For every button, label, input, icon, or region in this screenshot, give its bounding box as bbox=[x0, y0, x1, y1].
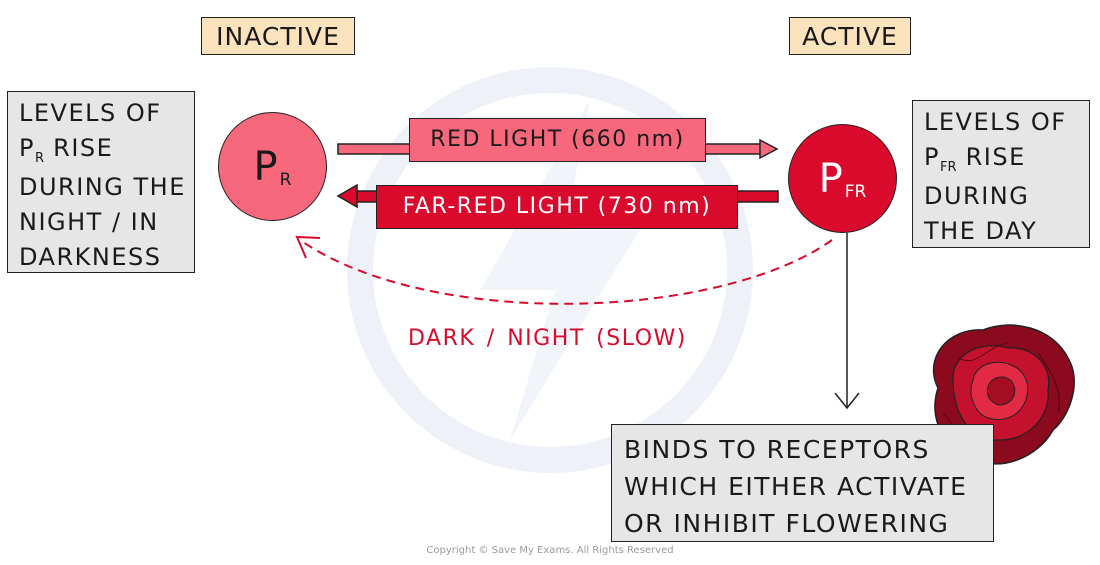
pr-box-line: PR RISE bbox=[19, 131, 194, 170]
receptor-box-line: OR INHIBIT FLOWERING bbox=[624, 509, 950, 538]
pr-box-line: NIGHT / IN bbox=[19, 208, 159, 236]
pfr-box-rest: RISE bbox=[956, 143, 1026, 171]
pfr-box-line: THE DAY bbox=[924, 217, 1038, 245]
pr-box-rest: RISE bbox=[44, 134, 114, 162]
pfr-subscript: FR bbox=[844, 181, 867, 202]
pfr-box-letter: P bbox=[924, 143, 940, 171]
pfr-molecule: P FR bbox=[788, 124, 897, 233]
pr-box-line: DURING THE bbox=[19, 173, 186, 201]
pfr-down-arrowhead bbox=[834, 392, 860, 410]
pr-levels-box: LEVELS OF PR RISE DURING THE NIGHT / IN … bbox=[7, 91, 195, 273]
dark-night-arrow bbox=[299, 239, 833, 305]
pr-letter: P bbox=[253, 143, 278, 190]
dark-night-label: DARK / NIGHT (SLOW) bbox=[408, 326, 687, 351]
pfr-levels-box: LEVELS OF PFR RISE DURING THE DAY bbox=[912, 100, 1090, 248]
dark-night-arrowhead bbox=[295, 235, 321, 259]
copyright-text: Copyright © Save My Exams. All Rights Re… bbox=[426, 545, 674, 556]
pr-box-subscript: R bbox=[34, 151, 45, 166]
pfr-box-line: LEVELS OF bbox=[924, 108, 1067, 136]
pr-box-letter: P bbox=[19, 134, 35, 162]
inactive-label: INACTIVE bbox=[201, 17, 355, 55]
pfr-box-line: PFR RISE bbox=[924, 140, 1089, 179]
pfr-box-subscript: FR bbox=[939, 160, 957, 175]
active-label: ACTIVE bbox=[789, 17, 911, 55]
pr-box-line: LEVELS OF bbox=[19, 99, 162, 127]
pr-box-line: DARKNESS bbox=[19, 243, 162, 271]
receptor-box-line: BINDS TO RECEPTORS bbox=[624, 435, 930, 464]
red-light-label: RED LIGHT (660 nm) bbox=[409, 118, 706, 162]
receptor-box: BINDS TO RECEPTORS WHICH EITHER ACTIVATE… bbox=[611, 424, 994, 542]
pfr-box-line: DURING bbox=[924, 182, 1030, 210]
receptor-box-line: WHICH EITHER ACTIVATE bbox=[624, 472, 968, 501]
pr-subscript: R bbox=[279, 169, 292, 190]
pfr-letter: P bbox=[818, 155, 843, 202]
far-red-light-label: FAR-RED LIGHT (730 nm) bbox=[376, 185, 738, 229]
